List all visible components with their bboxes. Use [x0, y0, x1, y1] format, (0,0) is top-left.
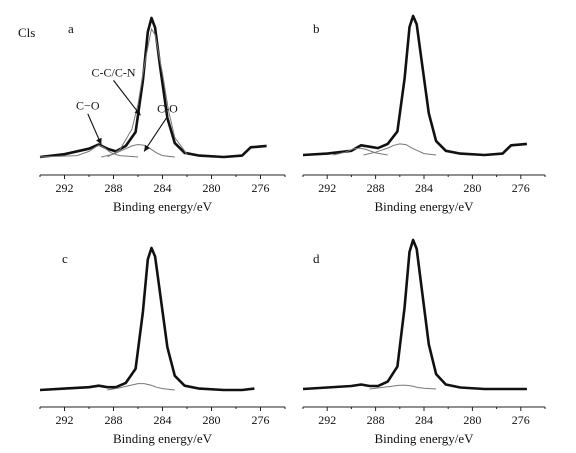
- x-tick-label: 284: [415, 181, 433, 195]
- spectrum-envelope: [39, 246, 255, 392]
- x-tick-label: 288: [105, 181, 123, 195]
- x-tick-label: 284: [154, 181, 172, 195]
- annotation-label: C-C/C-N: [91, 65, 135, 79]
- panel-c: c 292 288 284 280 276 Binding energy/eV: [39, 246, 286, 446]
- panel-letter: a: [68, 21, 74, 36]
- arrowhead: [144, 144, 150, 152]
- x-tick-label: 284: [154, 413, 172, 427]
- panel-b: b 292 288 284 280 276 Binding energy/eV: [302, 14, 546, 214]
- x-tick-label: 292: [318, 413, 336, 427]
- arrowhead: [134, 108, 141, 116]
- panel-d: d 292 288 284 280 276 Binding energy/eV: [302, 238, 546, 446]
- annotation-arrow: [113, 80, 141, 116]
- spectrum-envelope: [39, 16, 267, 159]
- x-tick-label: 288: [105, 413, 123, 427]
- x-tick-label: 292: [318, 181, 336, 195]
- x-tick-label: 288: [367, 413, 385, 427]
- x-axis-label: Binding energy/eV: [113, 199, 213, 214]
- x-tick-label: 276: [512, 413, 530, 427]
- spectrum-envelope: [302, 238, 527, 391]
- annotation-label: C-O: [157, 102, 178, 116]
- arrowhead: [96, 137, 102, 145]
- x-axis-label: Binding energy/eV: [374, 431, 474, 446]
- panel-letter: d: [313, 251, 320, 266]
- x-tick-label: 292: [56, 413, 74, 427]
- fit-component-1: [39, 144, 139, 158]
- x-tick-label: 280: [463, 413, 481, 427]
- x-tick-label: 280: [463, 181, 481, 195]
- fit-component-3: [107, 27, 188, 158]
- x-tick-label: 292: [56, 181, 74, 195]
- panel-letter: b: [313, 21, 320, 36]
- fit-component-1: [369, 384, 437, 390]
- x-axis-label: Binding energy/eV: [374, 199, 474, 214]
- x-tick-label: 280: [203, 181, 221, 195]
- fit-component-1: [363, 143, 437, 156]
- x-tick-label: 280: [203, 413, 221, 427]
- spectrum-envelope: [302, 14, 528, 157]
- x-tick-label: 288: [367, 181, 385, 195]
- panel-letter: c: [62, 251, 68, 266]
- x-tick-label: 276: [252, 181, 270, 195]
- x-axis-label: Binding energy/eV: [113, 431, 213, 446]
- annotation-label: C−O: [76, 99, 100, 113]
- fit-component-2: [101, 143, 175, 158]
- fit-component-1: [107, 383, 175, 391]
- fit-component-2: [333, 147, 388, 156]
- annotation-arrow: [143, 116, 168, 152]
- figure-label: Cls: [18, 25, 35, 40]
- panel-a: a 292 288 284 280 276 Binding energy/eV C-C/C-N…: [39, 16, 286, 214]
- panels-group: a 292 288 284 280 276 Binding energy/eV C-C/C-N…: [39, 14, 546, 446]
- x-tick-label: 276: [512, 181, 530, 195]
- x-tick-label: 276: [252, 413, 270, 427]
- x-tick-label: 284: [415, 413, 433, 427]
